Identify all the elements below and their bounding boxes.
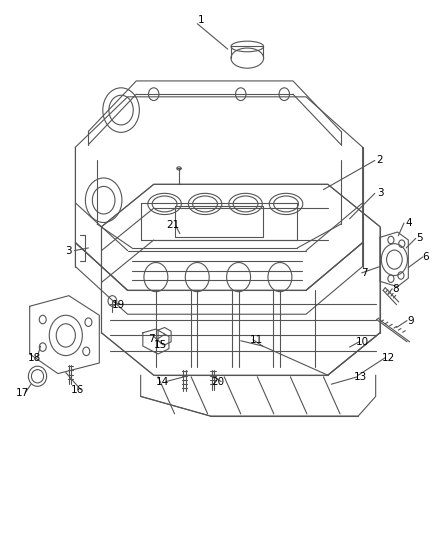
Text: 1: 1	[198, 15, 205, 25]
Text: 20: 20	[212, 376, 225, 386]
Text: 15: 15	[154, 340, 167, 350]
Text: 2: 2	[377, 156, 383, 165]
Text: 3: 3	[66, 246, 72, 256]
Text: 12: 12	[382, 353, 396, 362]
Text: 19: 19	[111, 300, 125, 310]
Text: 18: 18	[28, 353, 41, 362]
Text: 6: 6	[422, 252, 429, 262]
Text: 5: 5	[416, 233, 423, 244]
Text: 14: 14	[156, 376, 169, 386]
Text: 17: 17	[16, 387, 29, 398]
Text: 3: 3	[377, 188, 383, 198]
Text: 21: 21	[166, 220, 179, 230]
Text: 7: 7	[148, 334, 155, 344]
Text: 11: 11	[249, 335, 263, 345]
Text: 4: 4	[405, 218, 412, 228]
Text: 10: 10	[356, 337, 369, 347]
Text: 7: 7	[361, 268, 368, 278]
Text: 8: 8	[392, 284, 399, 294]
Text: 13: 13	[354, 372, 367, 382]
Text: 9: 9	[407, 316, 414, 326]
Text: 16: 16	[71, 384, 84, 394]
